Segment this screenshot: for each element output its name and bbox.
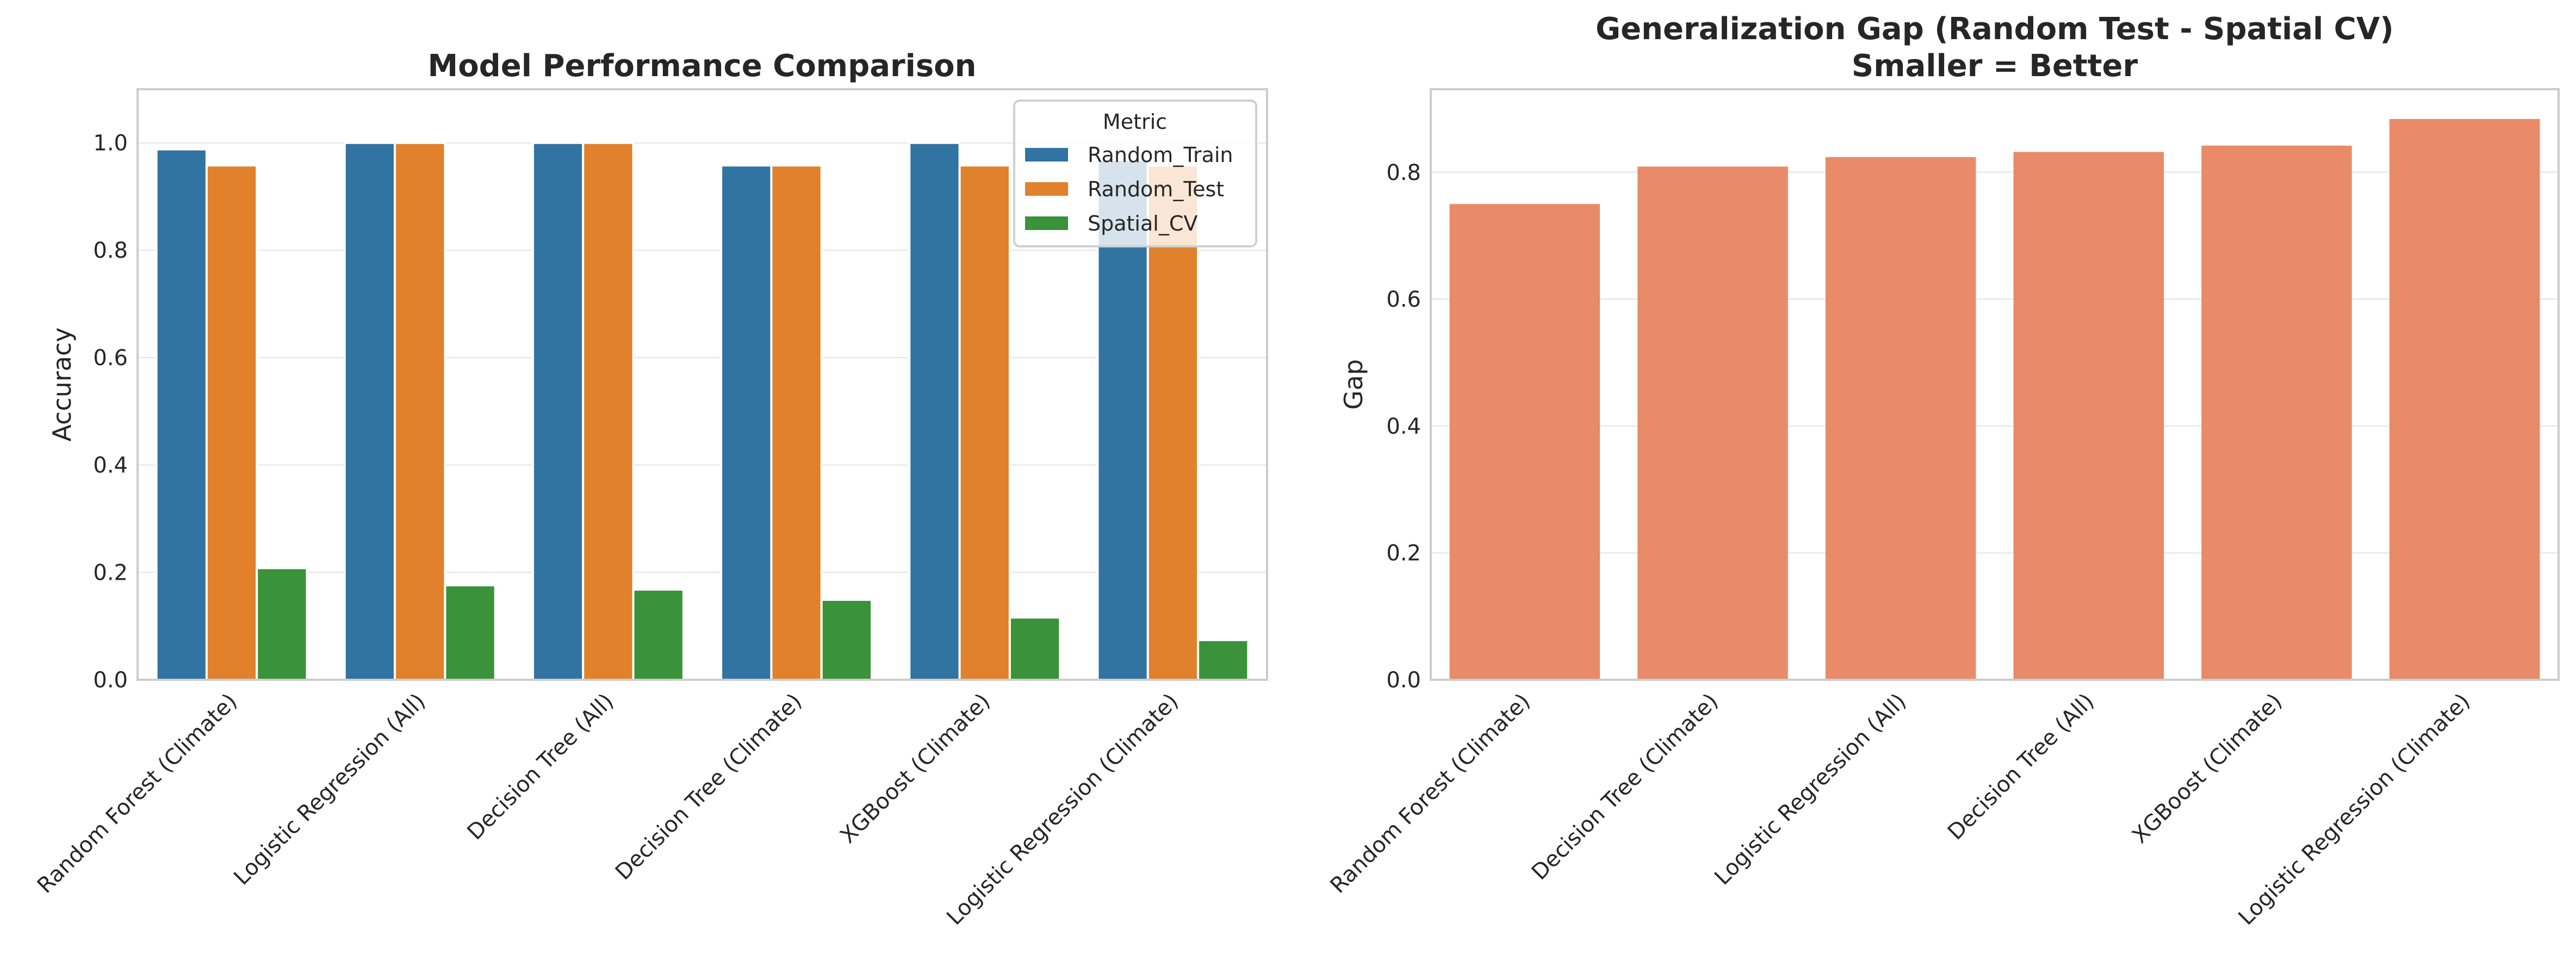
bar-random_train — [155, 148, 208, 681]
x-tick-label: XGBoost (Climate) — [835, 689, 995, 849]
x-tick-label: Logistic Regression (All) — [229, 689, 430, 890]
bar-random_test — [1146, 164, 1200, 681]
bar — [1637, 166, 1788, 680]
legend-label: Random_Test — [1088, 177, 1224, 201]
y-tick-label: 1.0 — [93, 131, 128, 156]
x-tick-label: XGBoost (Climate) — [2127, 689, 2287, 849]
bar — [1825, 157, 1976, 680]
y-tick-label: 0.2 — [1386, 541, 1421, 566]
x-tick-label: Random Forest (Climate) — [1326, 689, 1535, 898]
y-axis-label: Gap — [1339, 359, 1368, 409]
bar-random_test — [770, 164, 823, 681]
y-tick-label: 0.4 — [93, 453, 128, 478]
x-tick-label: Random Forest (Climate) — [33, 689, 242, 898]
y-tick-label: 0.6 — [1386, 287, 1421, 312]
x-tick-label: Decision Tree (All) — [1943, 689, 2099, 845]
y-tick-label: 0.6 — [93, 346, 128, 371]
bar-spatial_cv — [444, 584, 496, 681]
bar-random_train — [343, 141, 396, 681]
legend: Metric Random_Train Random_Test Spatial_CV — [1013, 100, 1257, 247]
bar — [2389, 119, 2540, 680]
y-tick-label: 0.8 — [93, 238, 128, 263]
bar-spatial_cv — [1008, 616, 1062, 681]
axes-frame — [1430, 88, 2560, 681]
chart-title-line-2: Smaller = Better — [1852, 48, 2138, 84]
x-tick-label: Decision Tree (Climate) — [1527, 689, 1723, 885]
bar-random_test — [582, 141, 635, 681]
y-axis-label: Accuracy — [47, 327, 77, 442]
accuracy-chart: Model Performance Comparison Accuracy 0.… — [33, 48, 1268, 930]
gap-chart: Generalization Gap (Random Test - Spatia… — [1326, 11, 2560, 930]
axes-frame — [136, 88, 1268, 681]
legend-title: Metric — [1103, 110, 1167, 134]
legend-label: Spatial_CV — [1088, 212, 1197, 235]
legend-swatch-random_train — [1025, 148, 1068, 162]
bar-spatial_cv — [632, 588, 685, 681]
chart-title: Model Performance Comparison — [427, 48, 976, 84]
bar — [1449, 204, 1600, 680]
y-tick-label: 0.0 — [93, 668, 128, 693]
bar-spatial_cv — [820, 598, 873, 681]
legend-swatch-random_test — [1025, 182, 1068, 196]
legend-swatch-spatial_cv — [1025, 216, 1068, 230]
bar-random_train — [908, 141, 961, 681]
x-tick-label: Logistic Regression (Climate) — [942, 689, 1183, 930]
x-tick-label: Decision Tree (Climate) — [611, 689, 807, 885]
x-tick-label: Logistic Regression (Climate) — [2233, 689, 2475, 930]
bar-random_test — [394, 141, 446, 681]
chart-title-line-1: Generalization Gap (Random Test - Spatia… — [1596, 11, 2394, 47]
y-tick-label: 0.0 — [1386, 668, 1421, 693]
bar-random_test — [205, 164, 258, 681]
y-tick-label: 0.2 — [93, 561, 128, 586]
y-tick-label: 0.8 — [1386, 160, 1421, 185]
bar-random_test — [958, 164, 1011, 681]
bar-spatial_cv — [1197, 638, 1250, 681]
legend-box — [1013, 100, 1257, 247]
x-tick-label: Logistic Regression (All) — [1710, 689, 1911, 890]
x-tick-label: Decision Tree (All) — [462, 689, 618, 845]
bar-spatial_cv — [256, 567, 308, 681]
bar-random_train — [720, 164, 773, 681]
bar — [2013, 152, 2164, 680]
bar-random_train — [531, 141, 585, 681]
y-tick-label: 0.4 — [1386, 414, 1421, 439]
bar — [2201, 145, 2352, 680]
legend-label: Random_Train — [1088, 143, 1233, 167]
